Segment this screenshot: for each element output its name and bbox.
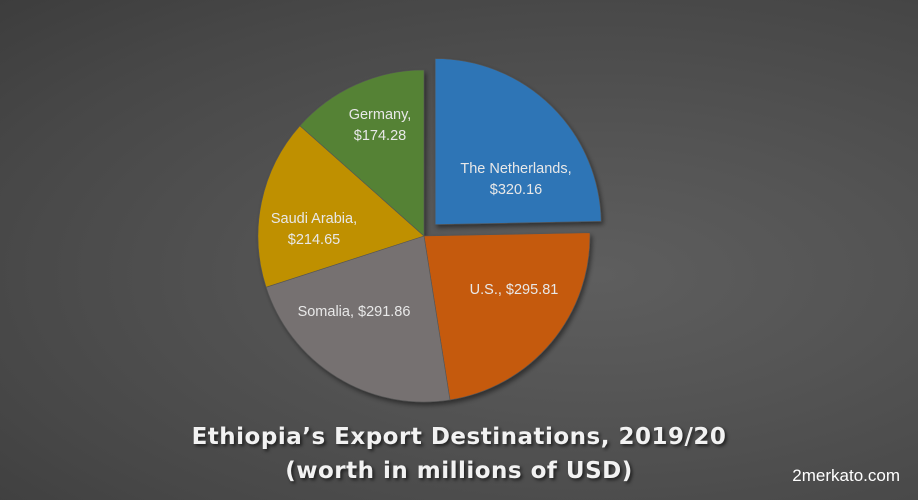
pie-slice-germany — [299, 69, 425, 237]
data-label-somalia: Somalia, $291.86 — [298, 304, 411, 320]
watermark: 2merkato.com — [792, 466, 900, 485]
chart-subtitle: (worth in millions of USD) — [285, 458, 633, 484]
chart-title: Ethiopia’s Export Destinations, 2019/20 — [191, 424, 727, 450]
pie-slice-somalia — [265, 235, 451, 403]
data-label-us: U.S., $295.81 — [470, 282, 559, 298]
pie-slice-us — [423, 232, 591, 401]
data-label-germany: Germany, $174.28 — [349, 107, 412, 144]
pie-slice-saudi — [257, 125, 425, 288]
data-label-netherlands: The Netherlands, $320.16 — [460, 161, 571, 198]
pie-slice-netherlands — [434, 58, 602, 225]
data-label-saudi: Saudi Arabia, $214.65 — [271, 211, 357, 248]
